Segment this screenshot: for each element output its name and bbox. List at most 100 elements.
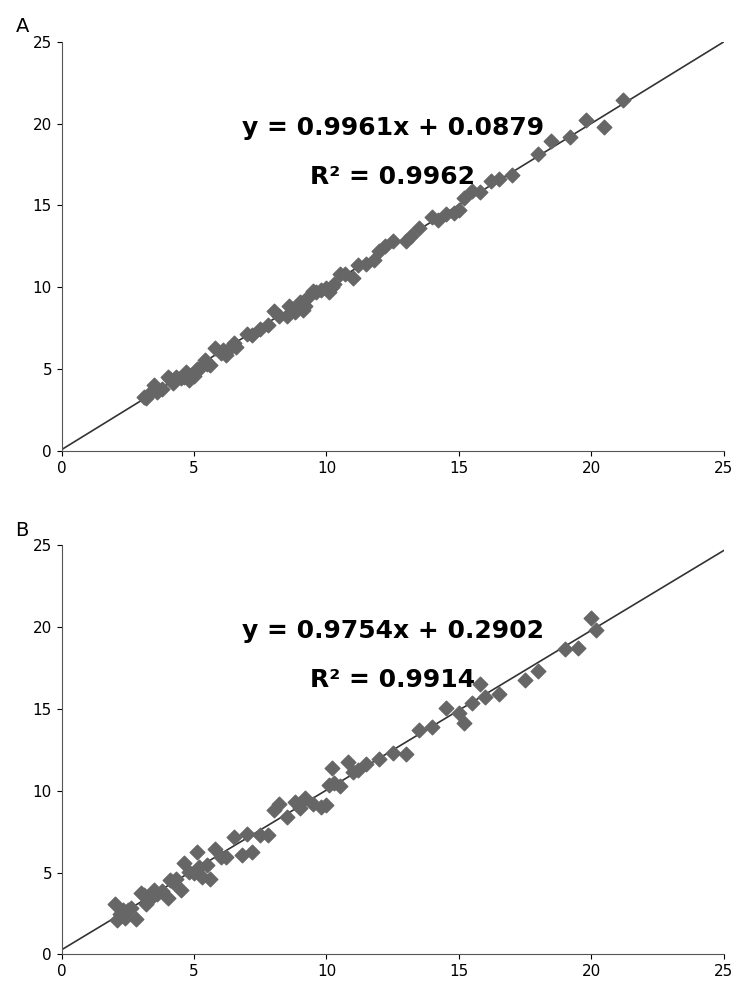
Point	[191, 844, 203, 860]
Point	[296, 302, 308, 318]
Point	[474, 676, 486, 692]
Point	[572, 640, 584, 656]
Point	[273, 308, 285, 324]
Point	[413, 722, 425, 738]
Point	[466, 695, 478, 711]
Point	[440, 206, 452, 222]
Point	[326, 279, 338, 295]
Point	[310, 284, 322, 300]
Point	[112, 912, 124, 928]
Text: R² = 0.9914: R² = 0.9914	[310, 668, 475, 692]
Point	[180, 364, 192, 380]
Point	[323, 777, 335, 793]
Point	[220, 849, 232, 865]
Point	[299, 298, 311, 314]
Point	[151, 886, 163, 902]
Point	[204, 871, 216, 887]
Point	[289, 304, 301, 320]
Point	[405, 228, 417, 244]
Point	[215, 849, 227, 865]
Point	[130, 911, 142, 927]
Point	[182, 372, 195, 388]
Point	[400, 746, 412, 762]
Point	[458, 190, 470, 206]
Point	[466, 183, 478, 199]
Point	[220, 347, 232, 363]
Point	[167, 874, 179, 890]
Point	[599, 119, 611, 135]
Point	[294, 294, 306, 310]
Point	[114, 906, 126, 922]
Point	[268, 802, 280, 818]
Point	[262, 827, 274, 843]
Point	[368, 252, 380, 268]
Point	[294, 800, 306, 816]
Point	[177, 855, 189, 871]
Point	[373, 751, 385, 767]
Point	[564, 129, 576, 145]
Point	[109, 896, 121, 912]
Point	[231, 339, 243, 355]
Point	[280, 308, 293, 324]
Point	[161, 369, 173, 385]
Text: B: B	[15, 521, 29, 540]
Point	[617, 92, 629, 108]
Point	[210, 340, 222, 356]
Point	[352, 762, 364, 778]
Point	[387, 745, 399, 761]
Point	[545, 133, 557, 149]
Point	[167, 375, 179, 391]
Point	[326, 760, 338, 776]
Point	[334, 778, 346, 794]
Point	[559, 641, 571, 657]
Point	[347, 270, 359, 286]
Point	[299, 790, 311, 806]
Point	[440, 700, 452, 716]
Point	[453, 705, 465, 721]
Point	[236, 847, 248, 863]
Point	[474, 184, 486, 200]
Point	[426, 209, 438, 225]
Point	[138, 887, 150, 903]
Point	[175, 882, 187, 898]
Point	[262, 317, 274, 333]
Point	[191, 361, 203, 377]
Point	[320, 797, 333, 813]
Point	[480, 689, 492, 705]
Point	[138, 389, 150, 405]
Point	[175, 370, 187, 386]
Point	[360, 256, 372, 272]
Point	[323, 284, 335, 300]
Point	[193, 361, 205, 377]
Point	[241, 326, 253, 342]
Point	[373, 243, 385, 259]
Point	[254, 827, 266, 843]
Point	[492, 686, 504, 702]
Point	[447, 205, 459, 221]
Point	[280, 809, 293, 825]
Point	[431, 212, 443, 228]
Point	[329, 276, 341, 292]
Point	[217, 342, 229, 358]
Point	[360, 756, 372, 772]
Point	[590, 622, 602, 638]
Point	[347, 764, 359, 780]
Point	[228, 335, 240, 351]
Point	[284, 298, 296, 314]
Point	[170, 369, 182, 385]
Point	[532, 146, 544, 162]
Point	[135, 885, 147, 901]
Point	[334, 266, 346, 282]
Point	[149, 882, 161, 898]
Point	[268, 303, 280, 319]
Point	[241, 826, 253, 842]
Point	[119, 910, 131, 926]
Text: y = 0.9961x + 0.0879: y = 0.9961x + 0.0879	[241, 116, 544, 140]
Point	[201, 857, 213, 873]
Point	[387, 233, 399, 249]
Point	[315, 799, 327, 815]
Point	[204, 357, 216, 373]
Point	[379, 238, 391, 254]
Point	[453, 202, 465, 218]
Point	[149, 377, 161, 393]
